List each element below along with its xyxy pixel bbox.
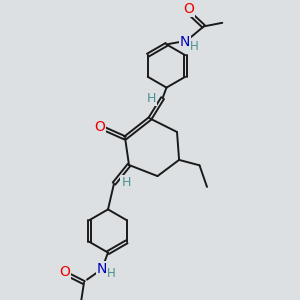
Text: N: N (180, 35, 190, 49)
Text: N: N (97, 262, 107, 276)
Text: O: O (59, 265, 70, 279)
Text: H: H (146, 92, 156, 105)
Text: H: H (121, 176, 131, 189)
Text: O: O (94, 120, 105, 134)
Text: O: O (183, 2, 194, 16)
Text: H: H (107, 267, 116, 280)
Text: H: H (190, 40, 199, 53)
